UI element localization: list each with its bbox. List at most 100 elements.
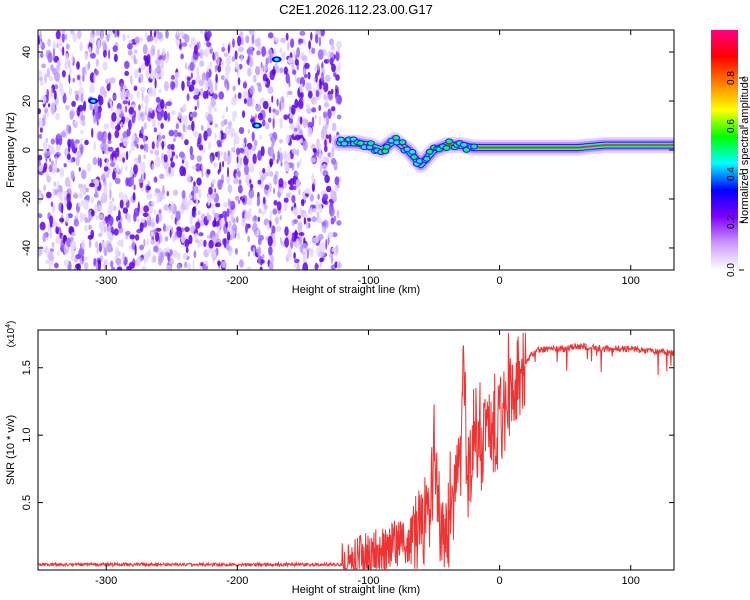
noise-blob <box>144 94 150 105</box>
noise-blob <box>258 208 262 214</box>
noise-blob <box>289 113 292 120</box>
noise-blob <box>257 150 262 161</box>
noise-blob <box>148 35 154 42</box>
noise-blob <box>252 247 256 257</box>
noise-blob <box>192 259 195 270</box>
noise-blob <box>162 134 166 140</box>
noise-blob <box>163 154 168 163</box>
noise-blob <box>187 173 191 184</box>
noise-blob <box>310 31 313 41</box>
noise-blob <box>321 163 328 170</box>
noise-blob <box>317 49 324 60</box>
noise-blob <box>128 40 133 44</box>
noise-blob <box>140 86 146 93</box>
noise-blob <box>146 192 153 200</box>
noise-blob <box>153 30 157 38</box>
noise-blob <box>206 30 212 38</box>
noise-blob <box>284 237 289 248</box>
noise-blob <box>111 119 115 130</box>
noise-blob <box>43 184 47 191</box>
noise-blob <box>299 116 303 125</box>
noise-blob <box>154 156 161 168</box>
noise-blob <box>140 63 146 71</box>
noise-blob <box>279 215 282 221</box>
noise-blob <box>137 113 140 121</box>
noise-blob <box>207 197 211 206</box>
noise-blob <box>56 180 59 191</box>
trace-blob-core <box>388 138 395 143</box>
noise-blob <box>166 264 172 270</box>
noise-blob <box>302 262 309 270</box>
noise-blob <box>294 171 299 177</box>
noise-blob <box>261 46 266 57</box>
noise-blob <box>124 117 130 123</box>
noise-blob <box>149 149 154 155</box>
noise-blob <box>93 114 96 124</box>
noise-blob <box>184 62 187 70</box>
noise-blob <box>121 152 128 157</box>
noise-blob <box>78 192 83 199</box>
noise-blob <box>122 33 126 42</box>
noise-blob <box>88 224 91 231</box>
noise-blob <box>201 164 204 170</box>
noise-blob <box>222 201 228 208</box>
noise-blob <box>126 128 131 137</box>
noise-blob <box>143 238 146 247</box>
noise-blob <box>196 177 202 186</box>
noise-blob <box>127 43 133 50</box>
noise-blob <box>108 232 114 243</box>
noise-blob <box>185 247 189 254</box>
noise-blob <box>333 72 337 77</box>
noise-blob <box>136 91 140 99</box>
noise-blob <box>298 224 302 233</box>
noise-blob <box>232 132 238 138</box>
noise-blob <box>296 179 300 188</box>
noise-blob <box>206 113 213 123</box>
noise-blob <box>227 166 229 178</box>
noise-blob <box>40 52 44 58</box>
noise-blob <box>100 174 106 181</box>
noise-blob <box>47 52 53 63</box>
noise-blob <box>237 199 241 204</box>
noise-blob <box>272 118 275 129</box>
noise-blob <box>322 51 328 57</box>
noise-blob <box>223 52 228 58</box>
noise-blob <box>307 90 313 99</box>
noise-blob <box>226 81 230 91</box>
noise-blob <box>176 227 183 238</box>
noise-blob <box>187 263 191 270</box>
noise-blob <box>336 94 342 105</box>
noise-blob <box>101 241 106 249</box>
noise-blob <box>55 30 61 40</box>
noise-blob <box>240 54 244 62</box>
noise-blob <box>165 30 169 39</box>
noise-blob <box>53 181 57 187</box>
noise-blob <box>171 110 176 116</box>
noise-blob <box>301 55 308 62</box>
noise-blob <box>291 194 296 204</box>
noise-blob <box>68 73 71 84</box>
noise-blob <box>71 53 74 64</box>
noise-blob <box>239 31 244 37</box>
noise-blob <box>217 179 223 191</box>
noise-blob <box>276 225 282 232</box>
noise-blob <box>58 42 63 47</box>
noise-blob <box>108 215 114 226</box>
noise-blob <box>174 78 179 89</box>
noise-blob <box>225 221 229 229</box>
noise-blob <box>299 207 302 214</box>
noise-blob <box>181 189 186 199</box>
noise-blob <box>75 155 80 167</box>
trace-blob-core <box>384 145 390 149</box>
noise-blob <box>289 185 295 191</box>
noise-blob <box>287 57 294 64</box>
noise-blob <box>189 61 195 71</box>
snr-xlabel: Height of straight line (km) <box>292 584 420 596</box>
noise-blob <box>131 175 135 186</box>
noise-blob <box>103 180 107 188</box>
noise-blob <box>170 75 176 80</box>
noise-blob <box>210 155 213 164</box>
noise-blob <box>55 236 60 245</box>
noise-blob <box>163 204 170 211</box>
noise-blob <box>45 259 50 265</box>
